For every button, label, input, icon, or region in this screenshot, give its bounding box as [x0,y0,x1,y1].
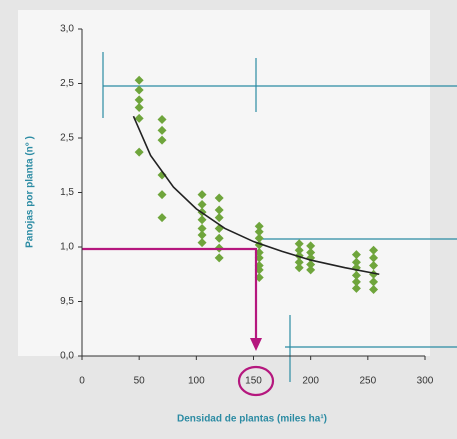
data-point [214,253,224,263]
data-point [254,227,264,237]
data-point [369,253,379,263]
data-point [157,135,167,145]
data-point [197,199,207,209]
data-point [351,257,361,267]
highlight-circle [237,365,275,397]
data-point [214,193,224,203]
y-tick-label: 1,5 [60,187,74,198]
data-point [134,75,144,85]
highlight [82,247,275,397]
data-point [369,277,379,287]
data-point [134,147,144,157]
data-point [157,170,167,180]
y-tick-label: 3,0 [60,24,74,35]
data-point [351,283,361,293]
data-point [369,261,379,271]
data-point [306,247,316,257]
highlight-arrow [250,338,262,351]
highlight-line [82,247,258,342]
data-point [369,285,379,295]
data-point [306,265,316,275]
x-tick-label: 100 [188,376,205,387]
data-point [254,221,264,231]
y-tick-label: 9,5 [60,296,74,307]
x-tick-label: 250 [359,376,376,387]
data-point [369,245,379,255]
plot-area [18,10,430,356]
data-point [134,113,144,123]
y-tick-label: 1,0 [60,242,74,253]
data-point [294,245,304,255]
data-point [157,190,167,200]
data-point [197,215,207,225]
x-tick-label: 50 [134,376,146,387]
y-tick-label: 2,5 [60,78,74,89]
x-tick-label: 300 [417,376,434,387]
data-point [294,263,304,273]
data-point [134,102,144,112]
y-tick-label: 0,0 [60,351,74,362]
data-point [157,114,167,124]
data-point [214,233,224,243]
data-point [351,250,361,260]
data-point [197,238,207,248]
data-point [214,205,224,215]
x-axis-title: Densidad de plantas (miles ha¹) [177,414,327,425]
data-point [351,277,361,287]
data-point [157,125,167,135]
data-point [294,239,304,249]
data-point [254,233,264,243]
x-tick-label: 150 [245,376,262,387]
y-axis-title: Panojas por planta (n° ) [25,136,36,248]
data-point [294,257,304,267]
y-tick-label: 2,5 [60,133,74,144]
data-point [134,85,144,95]
data-point [197,223,207,233]
data-point [197,190,207,200]
data-point [214,213,224,223]
guide-lines [102,52,457,382]
data-point [157,213,167,223]
fit-curve [132,115,380,276]
data-point [134,95,144,105]
data-point [306,259,316,269]
x-tick-label: 0 [79,376,85,387]
data-point [306,241,316,251]
data-point [351,270,361,280]
data-point [197,230,207,240]
x-tick-label: 200 [302,376,319,387]
